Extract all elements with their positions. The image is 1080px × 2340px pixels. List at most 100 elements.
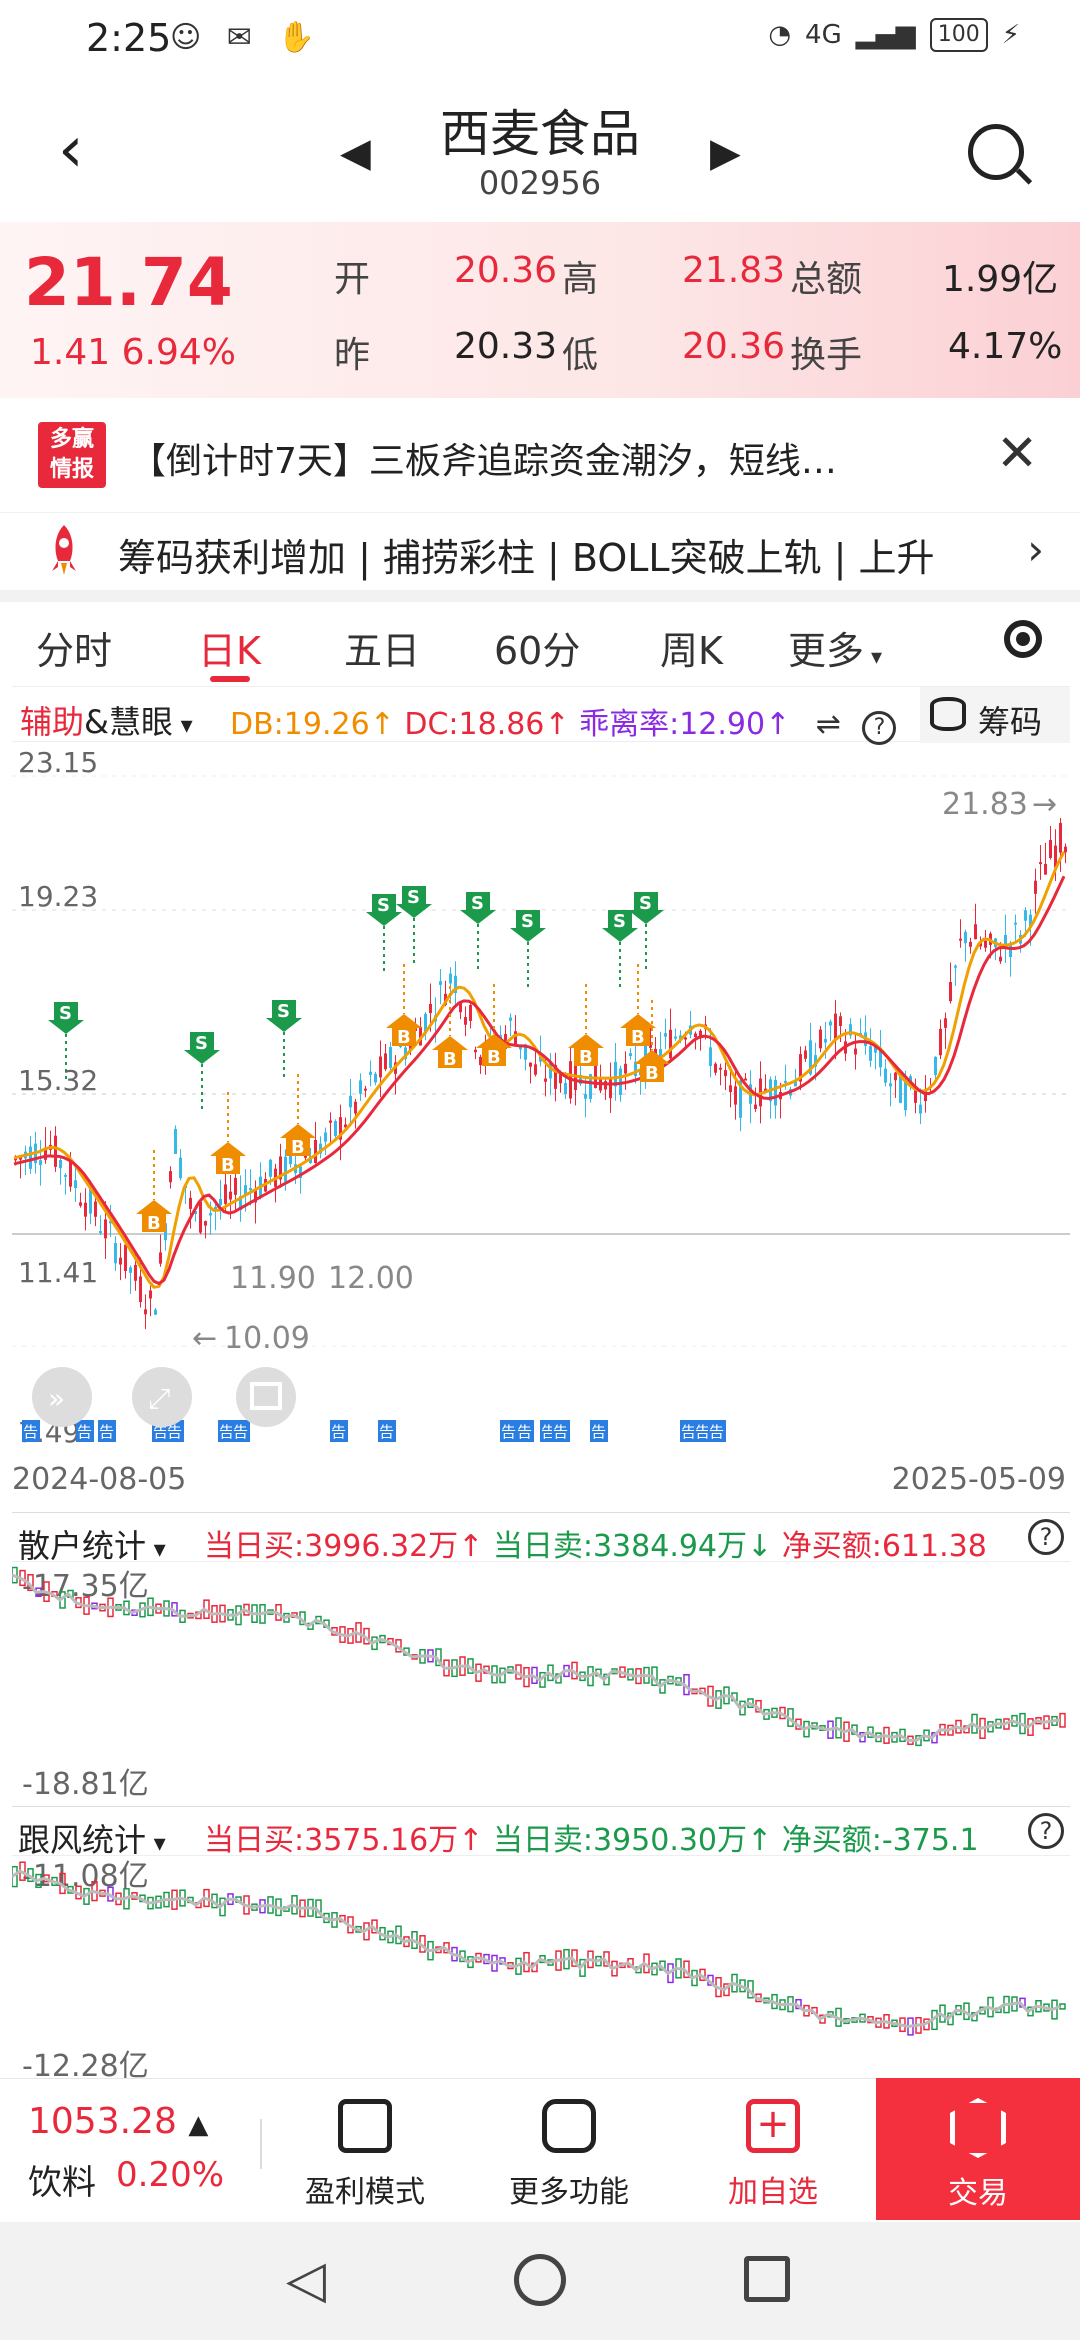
notice-tag[interactable] — [516, 1420, 534, 1442]
candle — [244, 1185, 247, 1196]
candle — [154, 1309, 157, 1315]
buy-signal-marker — [476, 1034, 512, 1066]
dc-line — [13, 875, 1066, 1286]
candle — [249, 1188, 252, 1191]
trade-button[interactable]: 交易 — [876, 2078, 1080, 2220]
candle — [714, 1063, 717, 1073]
picture-button[interactable] — [236, 1367, 296, 1427]
candle — [709, 1047, 712, 1066]
tab-60min[interactable]: 60分 — [494, 629, 581, 673]
candle — [224, 1184, 227, 1204]
active-tab-indicator — [210, 676, 250, 682]
candle — [104, 1219, 107, 1239]
candle — [439, 981, 442, 985]
retail-chart[interactable]: -17.35亿 -18.81亿 — [12, 1562, 1070, 1802]
search-icon[interactable] — [968, 124, 1024, 180]
tab-more[interactable]: 更多 ▾ — [788, 620, 882, 675]
fullscreen-icon: ⤢ — [148, 1382, 170, 1415]
candle — [1064, 846, 1067, 853]
candle — [254, 1190, 257, 1203]
sell-signal-marker — [602, 910, 638, 942]
max-label: 21.83 — [942, 787, 1028, 822]
min-arrow: ← — [192, 1321, 217, 1356]
notice-tag[interactable] — [500, 1420, 518, 1442]
chips-button[interactable]: 筹码 — [920, 687, 1070, 743]
candle — [624, 1063, 627, 1074]
notice-tag[interactable] — [378, 1420, 396, 1442]
notice-tag-label: 告 — [331, 1423, 346, 1441]
back-button[interactable]: ‹ — [58, 113, 84, 187]
close-icon[interactable]: ✕ — [996, 424, 1038, 482]
buy-signal-label: B — [579, 1047, 593, 1068]
help-icon[interactable]: ? — [1028, 1519, 1064, 1555]
nav-back-icon[interactable]: ◁ — [286, 2250, 326, 2310]
notice-tag[interactable] — [76, 1420, 94, 1442]
candle — [634, 1061, 637, 1077]
indicator-name-rest: &慧眼 — [84, 703, 173, 741]
expand-button[interactable] — [32, 1367, 92, 1427]
candle — [889, 1083, 892, 1087]
chart-trend-icon — [338, 2099, 392, 2153]
nav-home-icon[interactable] — [514, 2254, 566, 2306]
quote-panel[interactable]: 21.74 1.41 6.94% 开 20.36 高 21.83 总额 1.99… — [0, 222, 1080, 398]
candle — [649, 1041, 652, 1048]
notice-tag[interactable] — [98, 1420, 116, 1442]
notice-tag[interactable] — [330, 1420, 348, 1442]
indicator-selector[interactable]: 辅助&慧眼 ▾ — [20, 697, 193, 743]
tab-intraday[interactable]: 分时 — [36, 629, 113, 673]
notice-tag[interactable] — [218, 1420, 236, 1442]
candle — [729, 1085, 732, 1093]
next-stock-button[interactable]: ▶ — [710, 130, 741, 176]
tab-daily[interactable]: 日K — [198, 629, 261, 673]
notice-tag-label: 告 — [681, 1423, 696, 1441]
help-icon[interactable]: ? — [862, 711, 897, 745]
sell-signal-marker — [628, 892, 664, 924]
news-text[interactable]: 【倒计时7天】三板斧追踪资金潮汐，短线… — [130, 441, 837, 482]
notice-tag[interactable] — [708, 1420, 726, 1442]
tab-five-day[interactable]: 五日 — [344, 629, 421, 673]
candle — [329, 1120, 332, 1123]
nav-recent-icon[interactable] — [744, 2256, 790, 2302]
fullscreen-button[interactable] — [132, 1367, 192, 1427]
y-label-3: 15.32 — [18, 1064, 98, 1097]
notice-tag[interactable] — [232, 1420, 250, 1442]
retail-stats-bar: 散户统计 ▾ 当日买:3996.32万↑ 当日卖:3384.94万↓ 净买额:6… — [12, 1512, 1070, 1565]
more-functions-button[interactable]: 更多功能 — [494, 2099, 644, 2211]
retail-selector[interactable]: 散户统计 ▾ — [18, 1521, 166, 1567]
settings-icon[interactable] — [1004, 620, 1042, 658]
candle — [389, 1047, 392, 1068]
turnover-value: 1.99亿 — [942, 259, 1059, 300]
candle — [79, 1202, 82, 1206]
charging-icon: ⚡ — [1001, 20, 1020, 50]
tab-weekly[interactable]: 周K — [660, 629, 723, 673]
notice-tag-label: 告 — [99, 1423, 114, 1441]
help-icon[interactable]: ? — [1028, 1813, 1064, 1849]
divider — [260, 2119, 262, 2169]
candle — [324, 1132, 327, 1142]
notice-tag[interactable] — [590, 1420, 608, 1442]
buy-signal-label: B — [631, 1027, 645, 1048]
candle — [69, 1161, 72, 1187]
notice-tag[interactable] — [22, 1420, 40, 1442]
profit-mode-button[interactable]: 盈利模式 — [290, 2099, 440, 2211]
notice-tag[interactable] — [694, 1420, 712, 1442]
network-label: 4G — [805, 20, 842, 50]
news-banner[interactable]: 多赢 情报 【倒计时7天】三板斧追踪资金潮汐，短线… ✕ — [0, 408, 1080, 504]
candle — [209, 1213, 212, 1216]
index-value[interactable]: 1053.28 ▲ — [28, 2101, 208, 2142]
candle — [629, 1053, 632, 1056]
notice-tag[interactable] — [680, 1420, 698, 1442]
follow-selector[interactable]: 跟风统计 ▾ — [18, 1815, 166, 1861]
tab-more-label: 更多 — [788, 629, 865, 673]
add-watchlist-button[interactable]: + 加自选 — [698, 2099, 848, 2211]
chevron-right-icon[interactable]: › — [1027, 525, 1044, 574]
follow-chart[interactable]: -11.08亿 -12.28亿 — [12, 1856, 1070, 2078]
dc-value: DC:18.86↑ — [404, 707, 570, 742]
notice-tag[interactable] — [552, 1420, 570, 1442]
signal-ticker[interactable]: 筹码获利增加 | 捕捞彩柱 | BOLL突破上轨 | 上升 › — [0, 512, 1080, 588]
min-label: 10.09 — [224, 1321, 310, 1356]
prev-stock-button[interactable]: ◀ — [340, 130, 371, 176]
point-label-2: 12.00 — [328, 1261, 414, 1296]
swap-icon[interactable]: ⇌ — [815, 707, 841, 742]
